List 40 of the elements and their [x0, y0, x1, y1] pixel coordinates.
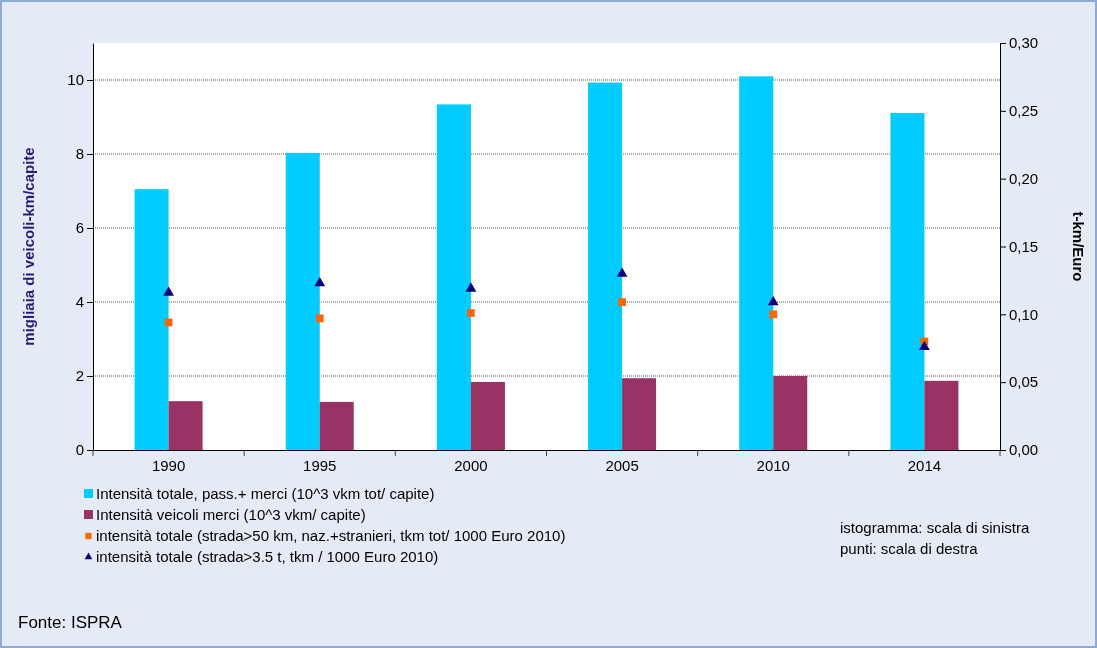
x-tick-label: 2014 [907, 456, 942, 474]
y-axis-title: migliaia di veicoli-km/capite [20, 147, 37, 346]
y2-tick-label: 0,00 [1009, 441, 1039, 459]
y2-tick-label: 0,25 [1009, 102, 1039, 120]
bar [739, 76, 774, 450]
y-tick-label: 4 [75, 293, 84, 311]
legend-label: Intensità veicoli merci (10^3 vkm/ capite) [96, 506, 366, 523]
text: istogramma: scala di sinistra [840, 519, 1030, 536]
source-note: Fonte: ISPRA [18, 613, 123, 632]
bar [168, 401, 203, 450]
bar [134, 189, 169, 450]
bar [285, 152, 320, 450]
y2-tick-label: 0,20 [1009, 169, 1039, 187]
y2-axis-title: t-km/Euro [1070, 211, 1087, 282]
legend-label: intensità totale (strada>50 km, naz.+stranieri, tkm tot/ 1000 Euro 2010) [96, 527, 566, 544]
y2-tick-label: 0,10 [1009, 305, 1039, 323]
y-tick-label: 6 [75, 219, 84, 237]
bar [588, 82, 623, 450]
y-tick-label: 2 [75, 367, 84, 385]
text: punti: scala di destra [840, 540, 979, 557]
bar [924, 380, 959, 450]
x-tick-label: 2000 [454, 456, 488, 474]
bar [319, 401, 354, 450]
bar [773, 376, 808, 450]
bar [436, 104, 471, 450]
y-tick-label: 10 [67, 71, 84, 89]
legend-label: intensità totale (strada>3.5 t, tkm / 1000 Euro 2010) [96, 548, 439, 565]
bar [622, 378, 657, 450]
legend-label: Intensità totale, pass.+ merci (10^3 vkm tot/ capite) [96, 485, 435, 502]
y2-tick-label: 0,15 [1009, 237, 1039, 255]
y2-tick-label: 0,30 [1009, 34, 1039, 52]
x-tick-label: 1990 [151, 456, 186, 474]
y-tick-label: 8 [75, 145, 84, 163]
x-tick-label: 2005 [605, 456, 639, 474]
y2-tick-label: 0,05 [1009, 373, 1039, 391]
bar [470, 381, 505, 450]
y-tick-label: 0 [75, 441, 84, 459]
bar [890, 112, 925, 450]
x-tick-label: 2010 [756, 456, 790, 474]
x-tick-label: 1995 [303, 456, 337, 474]
